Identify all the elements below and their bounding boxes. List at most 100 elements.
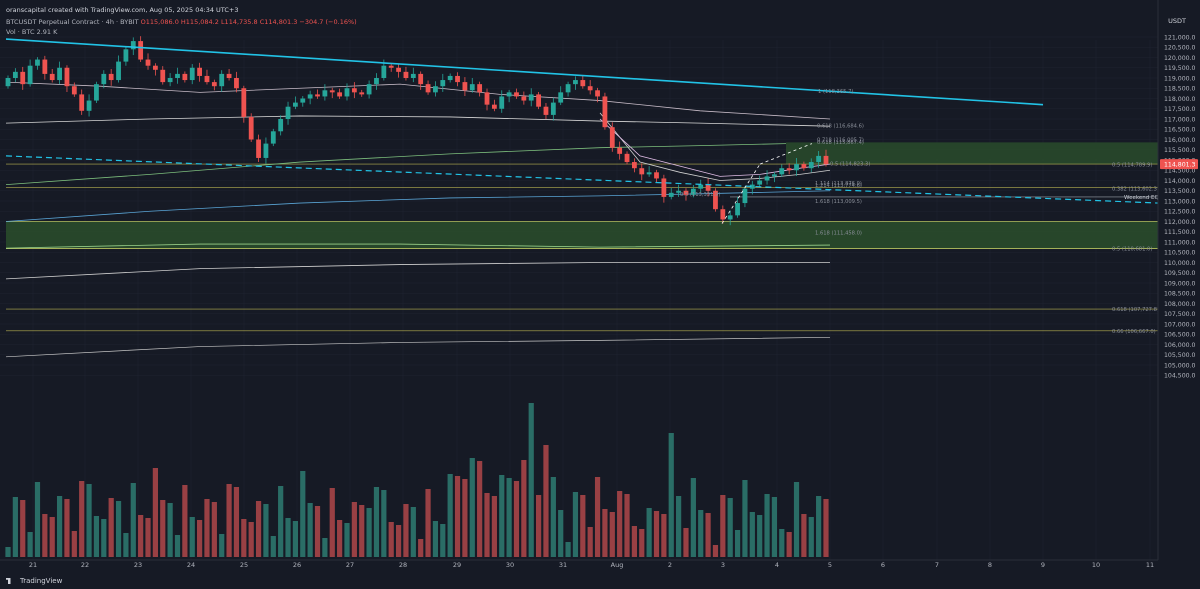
candle <box>337 92 343 97</box>
time-tick-label: 10 <box>1092 561 1100 569</box>
projection-path <box>721 163 761 224</box>
volume-bar <box>816 496 822 557</box>
volume-bar <box>322 538 328 557</box>
volume-bar <box>720 495 726 557</box>
candle <box>116 61 121 81</box>
volume-bar <box>42 514 48 557</box>
volume-ma-line <box>5 336 831 358</box>
currency-label[interactable]: USDT <box>1168 17 1186 25</box>
volume-bar <box>359 505 365 557</box>
price-tick-label: 111,500.0 <box>1164 229 1196 236</box>
volume-bar <box>20 500 26 557</box>
volume-bar <box>219 534 225 557</box>
candle <box>617 147 623 154</box>
time-tick-label: 25 <box>240 561 248 569</box>
moving-averages <box>5 81 831 358</box>
volume-bar <box>646 508 652 557</box>
candle <box>654 172 659 179</box>
candle <box>455 75 460 83</box>
volume-bar <box>572 492 579 557</box>
volume-bar <box>418 539 424 557</box>
candle <box>101 73 107 85</box>
price-tick-label: 107,500.0 <box>1164 311 1196 318</box>
tradingview-logo[interactable]: TradingView <box>6 577 62 585</box>
price-tick-label: 118,500.0 <box>1164 86 1196 93</box>
candle <box>138 41 144 60</box>
candle <box>329 90 335 93</box>
time-tick-label: 2 <box>668 561 672 569</box>
volume-bar <box>631 526 637 557</box>
volume-bar <box>528 403 534 557</box>
candle <box>344 88 350 97</box>
candle <box>42 59 48 74</box>
volume-bar <box>366 508 372 557</box>
candle <box>661 178 667 197</box>
price-tick-label: 105,000.0 <box>1164 362 1196 369</box>
volume-bar <box>241 519 247 557</box>
volume-bar <box>521 460 527 557</box>
volume-bar <box>550 477 556 557</box>
candle <box>64 67 70 87</box>
candle <box>241 88 247 117</box>
time-tick-label: 8 <box>988 561 992 569</box>
volume-bar <box>609 512 615 557</box>
candle <box>293 102 298 107</box>
volume-bar <box>86 484 92 557</box>
volume-bar <box>425 489 431 557</box>
candle <box>735 203 740 216</box>
candle <box>374 78 379 85</box>
price-tick-label: 106,000.0 <box>1164 342 1196 349</box>
volume-legend[interactable]: Vol · BTC 2.91 K <box>6 28 58 36</box>
volume-bar <box>757 515 763 557</box>
ohlc-values: O115,086.0 H115,084.2 L114,735.8 C114,80… <box>140 18 357 26</box>
price-tick-label: 120,000.0 <box>1164 55 1196 62</box>
volume-bars <box>5 403 829 557</box>
candle <box>204 75 210 83</box>
time-tick-label: 27 <box>346 561 354 569</box>
price-tick-label: 120,500.0 <box>1164 45 1196 52</box>
volume-bar <box>764 494 770 557</box>
candle <box>727 215 733 220</box>
candle <box>742 188 748 204</box>
price-tick-label: 104,500.0 <box>1164 373 1196 380</box>
candle <box>550 102 556 115</box>
dashed-trendline <box>5 155 1159 204</box>
candle <box>425 84 431 93</box>
ma-line <box>5 262 830 280</box>
volume-bar <box>602 509 608 557</box>
time-tick-label: 29 <box>453 561 461 569</box>
candle <box>234 78 239 89</box>
candle <box>609 127 615 148</box>
volume-bar <box>594 477 601 557</box>
candle <box>182 73 188 81</box>
candle <box>794 164 799 171</box>
candle <box>12 71 18 78</box>
volume-bar <box>152 468 158 557</box>
candle <box>381 65 387 78</box>
symbol-legend[interactable]: BTCUSDT Perpetual Contract · 4h · BYBIT … <box>6 18 357 26</box>
time-tick-label: 24 <box>187 561 195 569</box>
volume-bar <box>329 488 335 557</box>
time-tick-label: 7 <box>935 561 939 569</box>
ma-line <box>599 112 831 181</box>
candle <box>410 73 416 78</box>
candle <box>683 190 689 195</box>
candle <box>462 82 468 91</box>
price-tick-label: 113,000.0 <box>1164 198 1196 205</box>
candle <box>580 80 586 87</box>
volume-bar <box>587 527 593 557</box>
tradingview-logo-text: TradingView <box>20 577 63 585</box>
time-tick-label: 4 <box>775 561 779 569</box>
candle <box>270 131 276 144</box>
time-tick-label: 23 <box>134 561 142 569</box>
creator-line: oranscapital created with TradingView.co… <box>6 6 239 14</box>
time-tick-label: 5 <box>828 561 832 569</box>
candle <box>764 176 770 181</box>
candle <box>152 65 158 70</box>
volume-bar <box>226 484 232 557</box>
volume-bar <box>56 496 63 557</box>
candle <box>786 168 792 171</box>
fib-label: 0.718 (116,005.7) <box>817 137 864 143</box>
volume-bar <box>617 491 623 557</box>
